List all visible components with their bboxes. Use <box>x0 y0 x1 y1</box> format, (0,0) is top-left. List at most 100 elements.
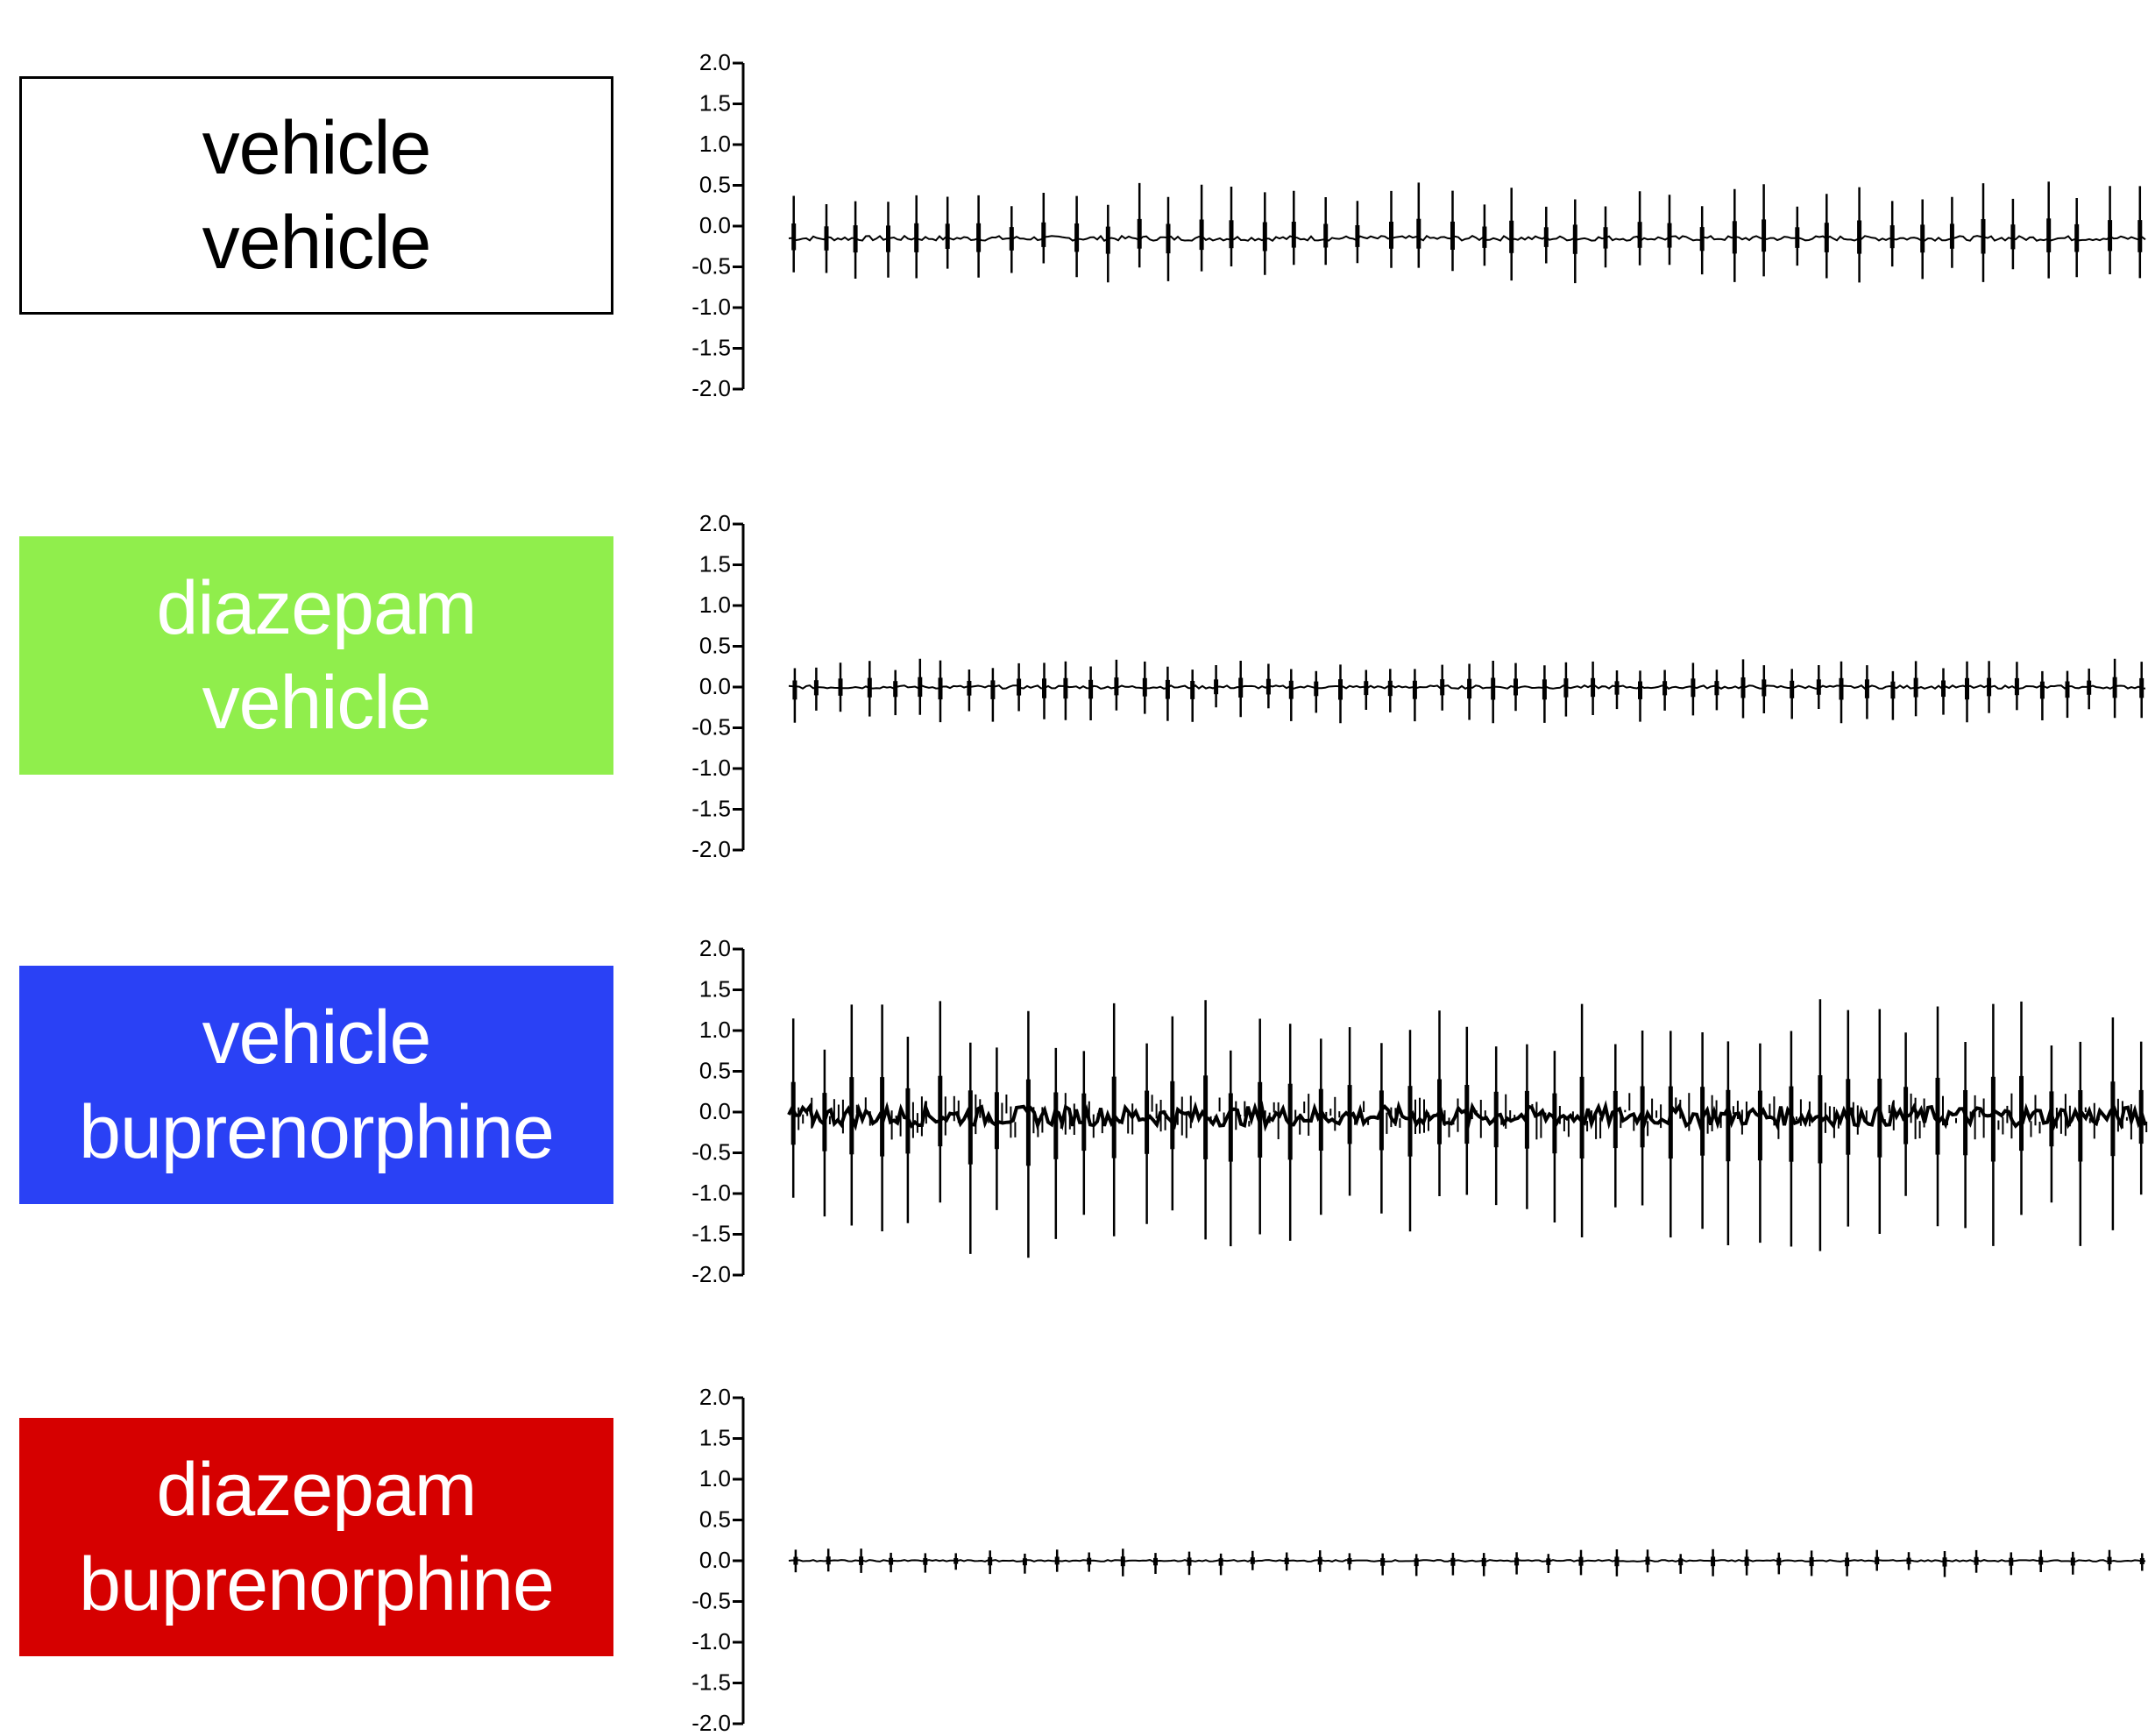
y-tick-label-1: -1.0 <box>691 294 731 320</box>
burst-core-1 <box>1355 225 1360 247</box>
burst-core-4 <box>1153 1557 1158 1566</box>
burst-core-2 <box>1142 677 1147 697</box>
y-tick-label-4: 2.0 <box>699 1384 731 1410</box>
burst-core-2 <box>2065 681 2070 698</box>
y-tick-label-1: 0.5 <box>699 172 731 198</box>
y-tick-label-2: -1.5 <box>691 796 731 822</box>
burst-core-1 <box>1450 221 1455 250</box>
burst-core-3 <box>905 1088 911 1154</box>
burst-core-1 <box>1732 221 1737 254</box>
burst-core-4 <box>1481 1557 1486 1567</box>
burst-core-1 <box>2137 220 2143 252</box>
burst-core-3 <box>1789 1086 1794 1162</box>
burst-core-2 <box>1238 677 1244 698</box>
burst-core-2 <box>1314 681 1319 697</box>
burst-core-4 <box>889 1557 894 1565</box>
burst-core-2 <box>1214 679 1219 695</box>
burst-core-1 <box>2074 223 2080 252</box>
burst-core-3 <box>1818 1075 1823 1164</box>
burst-core-2 <box>2039 681 2045 699</box>
burst-core-4 <box>988 1556 993 1566</box>
burst-core-4 <box>1845 1557 1850 1567</box>
burst-core-2 <box>1387 680 1393 697</box>
burst-core-1 <box>1262 222 1267 252</box>
y-tick-label-3: -0.5 <box>691 1139 731 1166</box>
burst-core-1 <box>1482 226 1487 248</box>
burst-core-2 <box>1165 679 1170 699</box>
burst-core-3 <box>1613 1090 1618 1149</box>
burst-core-2 <box>1839 677 1844 700</box>
burst-core-1 <box>1699 227 1705 252</box>
burst-core-1 <box>1229 220 1234 249</box>
condition-label-line-2b: vehicle <box>202 661 432 745</box>
burst-core-4 <box>1317 1556 1322 1565</box>
burst-core-1 <box>1166 223 1171 254</box>
burst-core-2 <box>938 677 943 700</box>
burst-core-3 <box>1524 1090 1529 1149</box>
burst-core-2 <box>1088 679 1094 699</box>
burst-core-4 <box>1906 1557 1911 1564</box>
burst-core-4 <box>859 1556 864 1565</box>
burst-core-3 <box>1203 1075 1209 1159</box>
burst-core-3 <box>1437 1079 1442 1144</box>
burst-core-2 <box>1514 678 1518 696</box>
burst-core-2 <box>1864 679 1869 698</box>
burst-core-4 <box>1578 1556 1584 1566</box>
burst-core-3 <box>938 1075 943 1147</box>
burst-core-4 <box>1087 1557 1092 1565</box>
burst-core-3 <box>1990 1076 1996 1162</box>
burst-core-4 <box>2070 1557 2075 1566</box>
burst-core-4 <box>1022 1558 1027 1566</box>
burst-core-3 <box>822 1093 827 1151</box>
y-tick-label-4: 1.0 <box>699 1465 731 1492</box>
burst-core-3 <box>1347 1085 1352 1144</box>
burst-core-1 <box>1105 226 1110 254</box>
burst-core-3 <box>2110 1081 2116 1157</box>
burst-core-2 <box>967 681 972 696</box>
burst-core-3 <box>2019 1075 2024 1151</box>
y-tick-label-2: -0.5 <box>691 714 731 740</box>
burst-core-2 <box>1364 681 1369 696</box>
burst-core-4 <box>1645 1556 1650 1565</box>
burst-core-1 <box>791 223 797 251</box>
burst-core-3 <box>1053 1092 1059 1159</box>
burst-core-1 <box>1137 218 1142 249</box>
burst-core-4 <box>1514 1557 1520 1566</box>
burst-core-4 <box>1187 1557 1192 1566</box>
baseline-trace-4 <box>788 1559 2146 1562</box>
burst-core-4 <box>1450 1557 1456 1566</box>
burst-core-2 <box>2139 677 2144 698</box>
burst-core-4 <box>1546 1558 1551 1565</box>
burst-core-2 <box>1691 678 1696 698</box>
condition-label-line-1a: vehicle <box>202 106 432 190</box>
burst-core-3 <box>1228 1093 1233 1162</box>
burst-core-4 <box>2038 1556 2044 1565</box>
burst-core-4 <box>1974 1556 1979 1565</box>
condition-label-line-1b: vehicle <box>202 201 432 285</box>
burst-core-2 <box>1190 681 1195 699</box>
y-tick-label-3: 2.0 <box>699 935 731 961</box>
y-tick-label-4: -1.5 <box>691 1669 731 1696</box>
burst-core-2 <box>893 681 898 698</box>
burst-core-2 <box>2014 677 2019 696</box>
burst-core-3 <box>1935 1077 1940 1155</box>
y-tick-label-1: 1.0 <box>699 131 731 157</box>
baseline-trace-1 <box>788 234 2146 242</box>
burst-core-1 <box>1291 222 1296 248</box>
burst-core-1 <box>2046 218 2052 252</box>
burst-core-3 <box>1700 1087 1705 1156</box>
burst-core-3 <box>849 1077 854 1155</box>
burst-core-4 <box>953 1558 959 1564</box>
y-tick-label-2: -1.0 <box>691 755 731 781</box>
burst-core-2 <box>1662 681 1668 696</box>
burst-core-4 <box>1054 1556 1060 1565</box>
y-tick-label-1: -0.5 <box>691 253 731 280</box>
burst-core-2 <box>1913 677 1918 698</box>
burst-core-4 <box>826 1556 831 1565</box>
burst-core-3 <box>1081 1093 1087 1151</box>
y-tick-label-2: 1.5 <box>699 551 731 577</box>
burst-core-3 <box>1877 1078 1882 1158</box>
y-tick-label-4: -0.5 <box>691 1588 731 1614</box>
y-tick-label-3: 0.5 <box>699 1058 731 1084</box>
